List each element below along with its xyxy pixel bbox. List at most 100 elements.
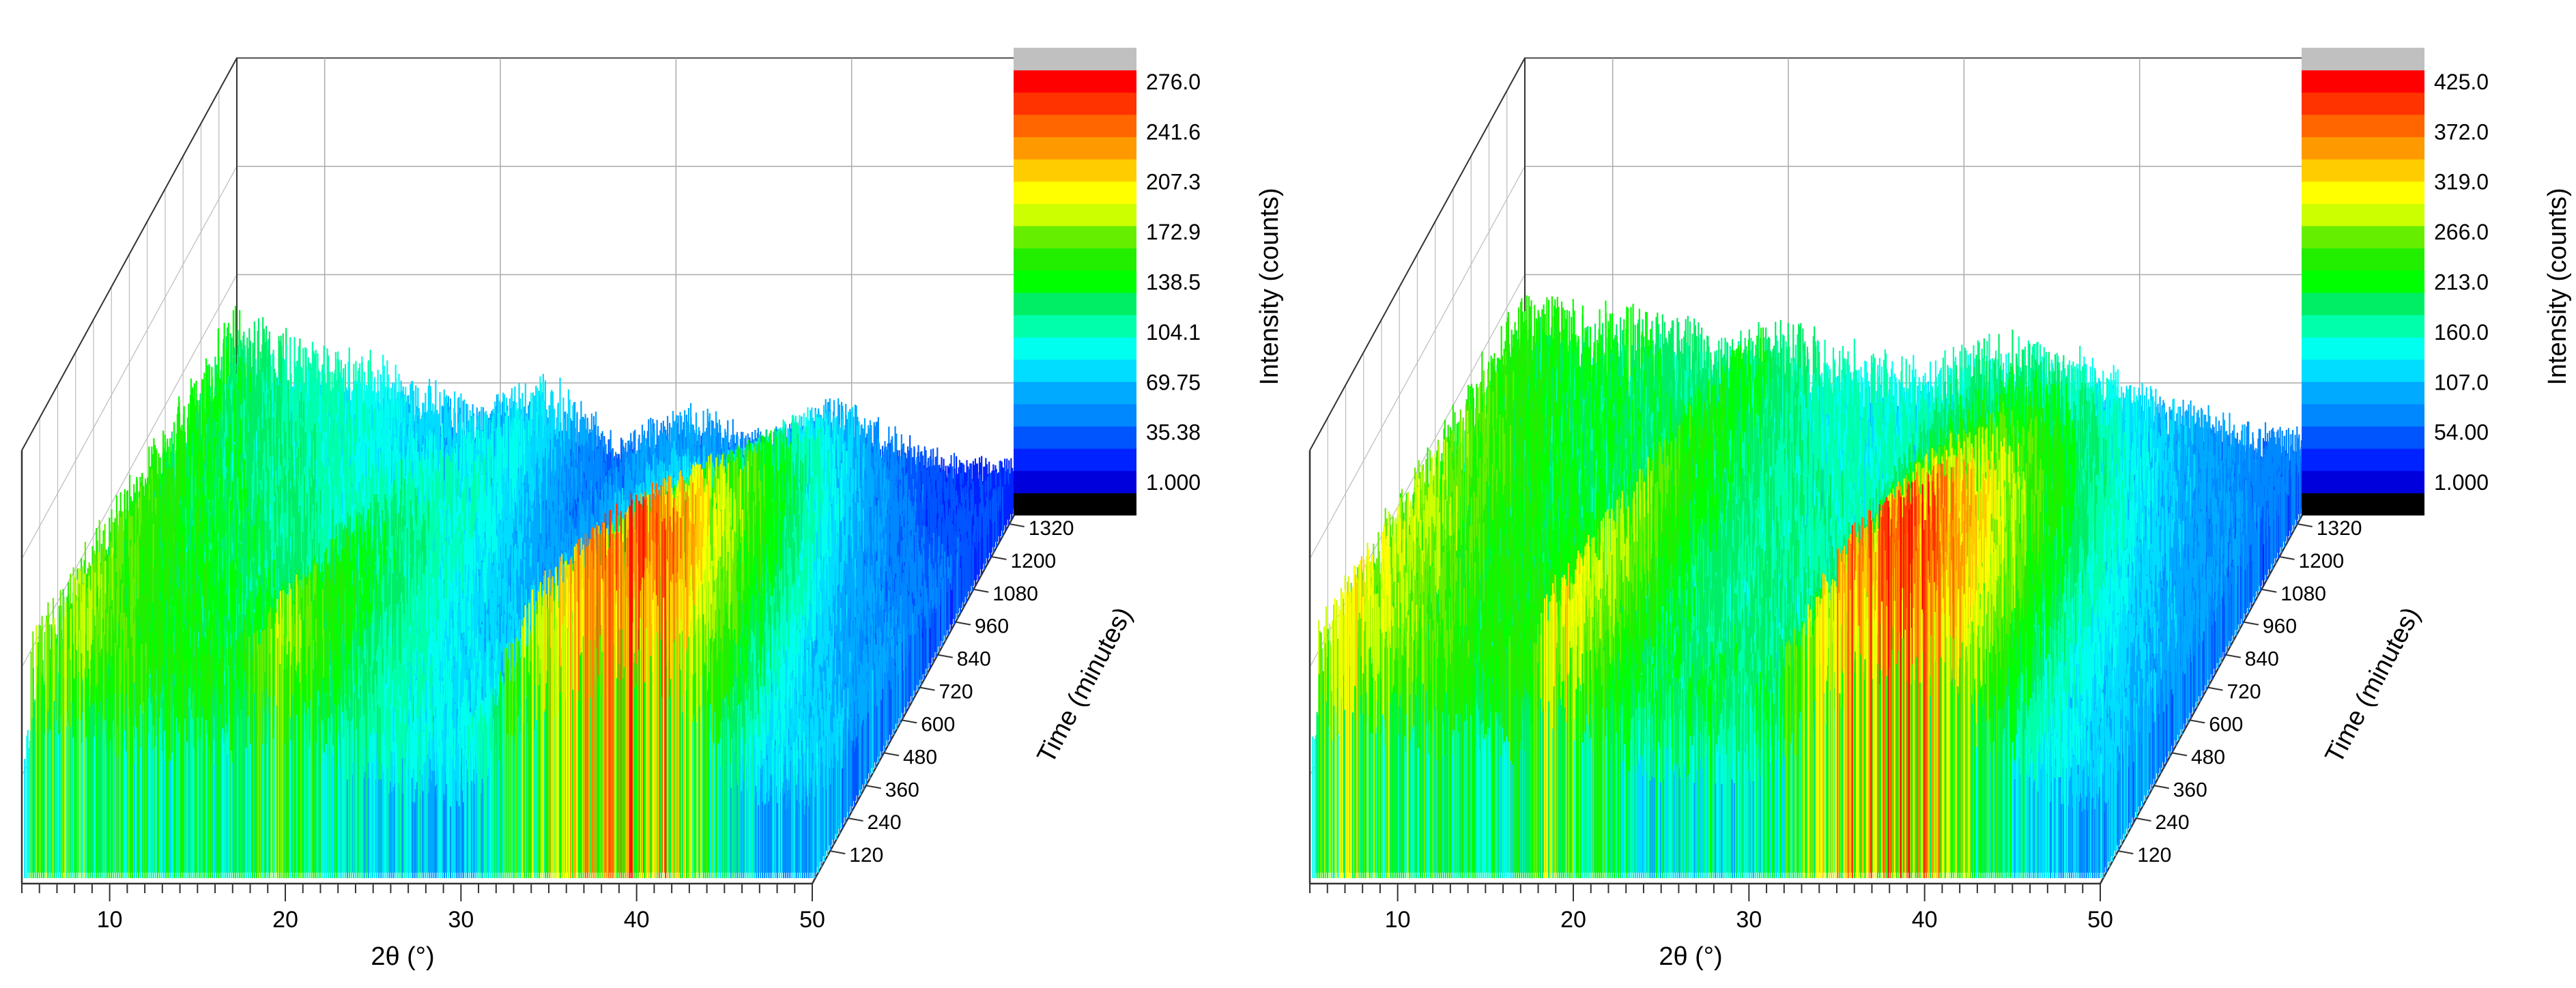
colorbar-swatch [2302, 225, 2424, 249]
y-tick [1009, 523, 1025, 527]
y-axis-label: Time (minutes) [2320, 602, 2426, 768]
chart-panel-right: 10 20 30 40 50 120 240 360 480 600 720 840 960 1080 1… [1288, 0, 2576, 988]
colorbar-label: Intensity (counts) [2543, 188, 2572, 385]
y-tick-label: 600 [921, 713, 955, 736]
colorbar-tick-label: 107.0 [2434, 370, 2489, 394]
colorbar-swatch [1014, 248, 1136, 271]
colorbar-tick-label: 104.1 [1146, 320, 1201, 345]
y-tick-label: 480 [2191, 746, 2225, 768]
x-axis-label: 2θ (°) [1659, 942, 1722, 971]
x-tick-label: 40 [1912, 907, 1938, 933]
y-axis-label: Time (minutes) [1032, 602, 1138, 768]
colorbar-label: Intensity (counts) [1255, 188, 1284, 385]
x-tick-label: 30 [1736, 907, 1762, 933]
colorbar-swatch [2302, 136, 2424, 160]
colorbar-swatch [1014, 70, 1136, 93]
colorbar-tick-label: 207.3 [1146, 170, 1201, 194]
colorbar-tick-label: 266.0 [2434, 220, 2489, 244]
colorbar-swatch [1014, 403, 1136, 427]
colorbar-swatch [1014, 203, 1136, 227]
colorbar-tick-label: 1.000 [1146, 470, 1201, 495]
grid-line [1309, 57, 1526, 451]
colorbar-swatch [1014, 181, 1136, 204]
y-tick-label: 120 [2137, 844, 2171, 867]
y-tick-label: 720 [2227, 681, 2261, 703]
colorbar-swatch [1014, 136, 1136, 160]
colorbar-swatch [1014, 114, 1136, 137]
y-tick-label: 1320 [1029, 517, 1074, 540]
y-tick-label: 1320 [2317, 517, 2362, 540]
colorbar-swatch [2302, 315, 2424, 338]
y-tick-label: 240 [2156, 811, 2190, 834]
colorbar-swatch [1014, 92, 1136, 115]
colorbar-swatch [2302, 92, 2424, 115]
chart-panel-left: 10 20 30 40 50 120 240 360 480 600 720 840 960 1080 1… [20, 48, 1284, 971]
y-tick-label: 1080 [2280, 583, 2326, 605]
surface-traces [1312, 295, 2313, 879]
y-tick [2118, 850, 2134, 855]
colorbar-swatch [1014, 381, 1136, 405]
grid-line [21, 57, 238, 451]
y-tick-label: 960 [2263, 615, 2297, 638]
colorbar-swatch [1014, 48, 1136, 71]
y-tick [2225, 654, 2241, 658]
y-tick-label: 240 [868, 811, 902, 834]
x-tick-label: 50 [799, 907, 825, 933]
grid-line [1309, 166, 1526, 560]
colorbar-tick-label: 35.38 [1146, 420, 1201, 445]
y-tick [991, 555, 1007, 560]
y-tick [2243, 621, 2259, 626]
y-tick [2190, 719, 2205, 724]
colorbar-swatch [2302, 337, 2424, 360]
y-tick [2297, 523, 2313, 527]
colorbar-swatch [2302, 270, 2424, 293]
y-tick [2207, 686, 2223, 691]
colorbar-swatch [1014, 470, 1136, 493]
colorbar-swatch [1014, 337, 1136, 360]
colorbar-swatch [1014, 292, 1136, 315]
colorbar-swatch [2302, 181, 2424, 204]
colorbar-swatch [2302, 493, 2424, 516]
y-axis: 120 240 360 480 600 720 840 960 1080 1200 1320 [2118, 517, 2362, 867]
y-tick-label: 840 [2245, 648, 2279, 671]
y-tick-label: 1200 [2299, 550, 2345, 572]
trace [27, 496, 819, 873]
trace [1312, 496, 2104, 879]
colorbar-swatch [1014, 270, 1136, 293]
colorbar-tick-label: 54.00 [2434, 420, 2489, 445]
y-tick [973, 588, 989, 593]
colorbar: 425.0 372.0 319.0 266.0 213.0 160.0 107.0 54.00… [2302, 48, 2489, 516]
colorbar-swatch [2302, 448, 2424, 471]
colorbar-swatch [2302, 203, 2424, 227]
y-tick [2153, 785, 2169, 789]
colorbar-swatch [1014, 493, 1136, 516]
y-axis: 120 240 360 480 600 720 840 960 1080 1200 1320 [830, 517, 1074, 867]
colorbar-swatch [2302, 403, 2424, 427]
colorbar-tick-label: 172.9 [1146, 220, 1201, 244]
y-tick [937, 654, 953, 658]
waterfall-chart-right: 10 20 30 40 50 12024036048060072084096010801… [1308, 48, 2572, 971]
y-tick [902, 719, 917, 724]
colorbar-swatch [2302, 248, 2424, 271]
colorbar-swatch [1014, 315, 1136, 338]
y-tick-label: 960 [975, 615, 1009, 638]
y-tick-label: 120 [849, 844, 883, 867]
colorbar-swatch [1014, 426, 1136, 449]
y-tick-label: 600 [2209, 713, 2243, 736]
colorbar-tick-label: 372.0 [2434, 119, 2489, 144]
waterfall-chart-left: 10 20 30 40 50 12024036048060072084096010801… [20, 48, 1284, 971]
colorbar-tick-label: 319.0 [2434, 170, 2489, 194]
colorbar-swatch [1014, 159, 1136, 182]
y-tick-label: 720 [939, 681, 973, 703]
y-tick [955, 621, 971, 626]
surface-traces [24, 306, 1025, 879]
colorbar: 276.0 241.6 207.3 172.9 138.5 104.1 69.75 35.38… [1014, 48, 1201, 516]
colorbar-swatch [2302, 70, 2424, 93]
x-axis: 10 20 30 40 50 [1309, 884, 2113, 933]
x-axis: 10 20 30 40 50 [21, 884, 825, 933]
y-tick [2279, 555, 2295, 560]
colorbar-tick-label: 425.0 [2434, 70, 2489, 94]
colorbar-tick-label: 1.000 [2434, 470, 2489, 495]
colorbar-tick-label: 276.0 [1146, 70, 1201, 94]
colorbar-tick-label: 69.75 [1146, 370, 1201, 394]
